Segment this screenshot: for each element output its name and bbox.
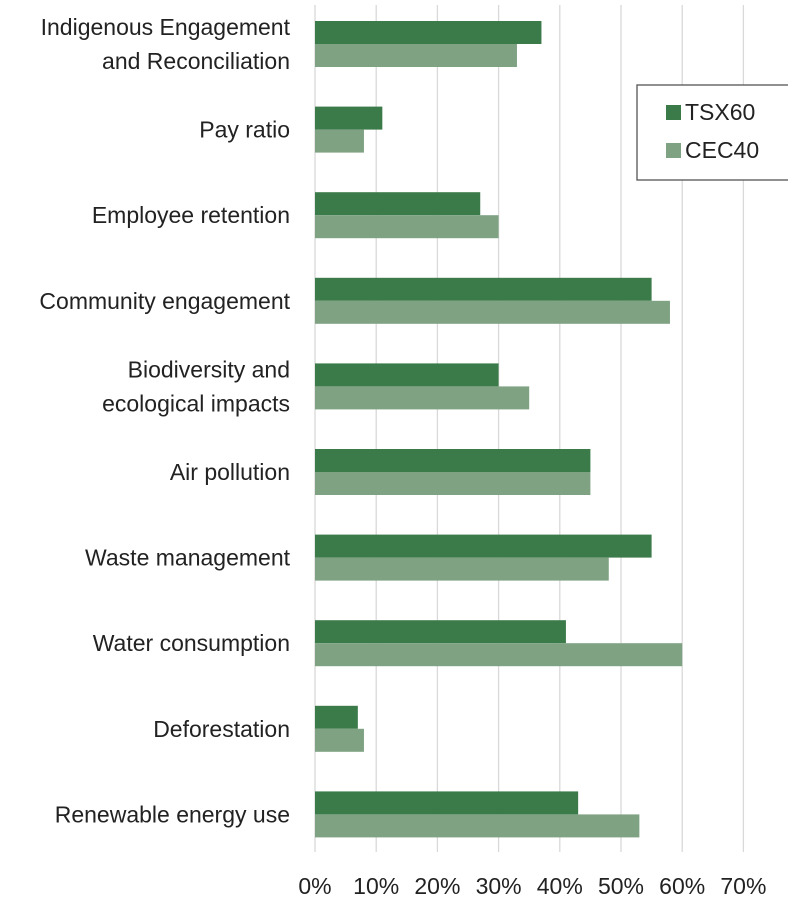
bar-cec40-3 [315,300,670,324]
bars [315,21,683,838]
bar-tsx60-7 [315,620,566,644]
legend-swatch-tsx60 [666,105,681,120]
legend: TSX60 CEC40 [636,84,788,181]
bar-cec40-4 [315,386,530,410]
category-label: Biodiversity and ecological impacts [102,356,290,416]
category-label: Water consumption [93,630,290,656]
x-tick-label: 50% [598,873,644,897]
x-tick-label: 60% [659,873,705,897]
category-label: Air pollution [170,459,290,485]
bar-tsx60-9 [315,791,579,815]
bar-cec40-6 [315,557,609,581]
legend-label-cec40: CEC40 [685,137,759,163]
category-label: Waste management [85,545,291,571]
legend-box [636,84,788,181]
legend-label-tsx60: TSX60 [685,99,755,125]
bar-tsx60-5 [315,449,591,472]
bar-tsx60-0 [315,21,542,44]
bar-tsx60-6 [315,534,652,558]
x-tick-label: 70% [720,873,766,897]
bar-tsx60-2 [315,192,481,216]
category-label: Indigenous Engagement and Reconciliation [41,14,291,74]
x-tick-label: 40% [537,873,583,897]
bar-cec40-1 [315,129,364,153]
category-label: Pay ratio [199,117,290,143]
x-tick-label: 30% [476,873,522,897]
bar-tsx60-1 [315,106,383,130]
bar-cec40-5 [315,472,591,495]
x-tick-label: 20% [414,873,460,897]
x-tick-label: 10% [353,873,399,897]
x-axis-ticks: 0% 10% 20% 30% 40% 50% 60% 70% [298,873,766,899]
bar-cec40-0 [315,44,517,67]
bar-tsx60-3 [315,277,652,301]
category-label: Deforestation [153,716,290,742]
bar-cec40-9 [315,814,640,838]
category-labels: Indigenous Engagement and Reconciliation P… [39,14,290,827]
bar-cec40-7 [315,643,683,667]
bar-tsx60-4 [315,363,499,387]
category-label: Community engagement [39,288,290,314]
category-label: Renewable energy use [55,801,290,827]
bar-cec40-8 [315,728,364,752]
x-tick-label: 0% [298,873,331,897]
legend-swatch-cec40 [666,143,681,158]
bar-cec40-2 [315,215,499,239]
bar-tsx60-8 [315,705,358,729]
category-label: Employee retention [92,202,290,228]
